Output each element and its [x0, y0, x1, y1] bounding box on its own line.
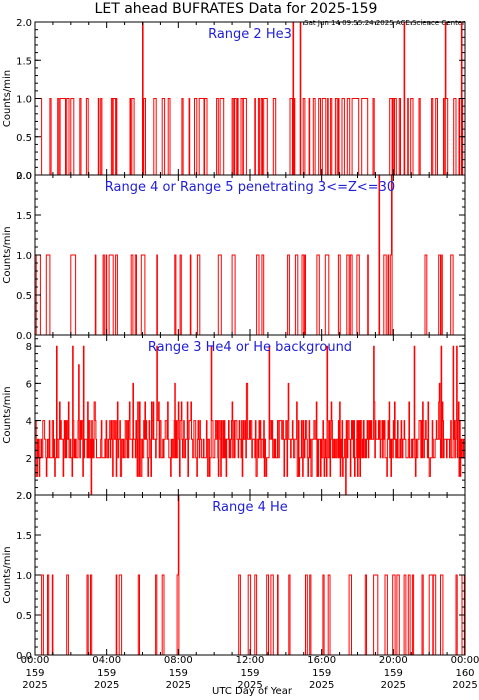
x-axis-ticks: 00:00159202504:00159202508:00159202512:0… [21, 655, 479, 691]
panel-label-2: Range 4 or Range 5 penetrating 3<=Z<=30 [105, 180, 395, 195]
y-tick-label: 0 [26, 491, 32, 502]
y-tick-label: 0.0 [16, 171, 32, 182]
data-series-3 [35, 345, 465, 496]
x-tick-label-year: 2025 [166, 680, 191, 691]
y-tick-label: 4 [26, 417, 32, 428]
plot-frame-3 [34, 334, 466, 496]
y-tick-label: 2.0 [16, 171, 32, 182]
y-tick-label: 0.5 [16, 611, 32, 622]
panel-4: 0.0 0.5 1.0 1.5 2.0 Counts/min Range 4 He [2, 491, 466, 662]
x-tick-label-doy: 159 [25, 668, 44, 679]
panel-label-1: Range 2 He3 [208, 27, 292, 42]
x-tick-label-time: 04:00 [92, 655, 121, 666]
y-tick-label: 1.5 [16, 211, 32, 222]
y-tick-label: 6 [26, 379, 32, 390]
panel-1: 0.0 0.5 1.0 1.5 2.0 Counts/min Range 2 He3 [2, 18, 466, 182]
data-series-1 [35, 21, 465, 176]
y-axis-label-3: Counts/min [2, 386, 13, 443]
x-tick-label-time: 20:00 [379, 655, 408, 666]
y-axis-label-4: Counts/min [2, 546, 13, 603]
y-tick-label: 1.5 [16, 531, 32, 542]
x-tick-label-year: 2025 [452, 680, 477, 691]
y-tick-label: 0.0 [16, 651, 32, 662]
data-series-2 [35, 174, 465, 336]
x-tick-label-doy: 159 [169, 668, 188, 679]
timestamp: Sat Jun 14 09:55:24 2025 ACE Science Cen… [304, 19, 465, 27]
y-tick-label: 1.0 [16, 251, 32, 262]
x-tick-label-year: 2025 [381, 680, 406, 691]
plot-frame-2 [34, 174, 466, 336]
x-tick-label-time: 12:00 [236, 655, 265, 666]
y-tick-label: 0.5 [16, 133, 32, 144]
y-tick-label: 0.0 [16, 331, 32, 342]
x-tick-label-year: 2025 [309, 680, 334, 691]
x-tick-label-time: 08:00 [164, 655, 193, 666]
x-tick-label-time: 16:00 [307, 655, 336, 666]
y-tick-label: 1.0 [16, 95, 32, 106]
x-tick-label-year: 2025 [94, 680, 119, 691]
x-tick-label-time: 00:00 [451, 655, 479, 666]
y-axis-label-2: Counts/min [2, 226, 13, 283]
data-series-4 [35, 494, 465, 656]
x-axis-label: UTC Day of Year [212, 686, 293, 697]
x-tick-label-doy: 159 [312, 668, 331, 679]
panel-label-4: Range 4 He [212, 500, 288, 515]
y-tick-label: 8 [26, 342, 32, 353]
x-tick-label-year: 2025 [237, 680, 262, 691]
y-tick-label: 2 [26, 454, 32, 465]
y-tick-label: 2.0 [16, 491, 32, 502]
x-tick-label-doy: 159 [97, 668, 116, 679]
x-tick-label-doy: 159 [384, 668, 403, 679]
x-tick-label-year: 2025 [22, 680, 47, 691]
panel-label-3: Range 3 He4 or He background [148, 340, 352, 355]
x-tick-label-doy: 160 [455, 668, 474, 679]
chart-title: LET ahead BUFRATES Data for 2025-159 [95, 1, 378, 17]
panel-3: 0 2 4 6 8 Counts/min Range 3 He4 or He backgro… [2, 334, 466, 502]
y-tick-label: 0.5 [16, 291, 32, 302]
panel-2: 0.0 0.5 1.0 1.5 2.0 Counts/min Range 4 or Rang… [2, 171, 466, 342]
y-tick-label: 2.0 [16, 18, 32, 29]
x-tick-label-doy: 159 [240, 668, 259, 679]
y-axis-label-1: Counts/min [2, 70, 13, 127]
x-tick-label-time: 00:00 [21, 655, 50, 666]
y-tick-label: 1.5 [16, 56, 32, 67]
y-tick-label: 1.0 [16, 571, 32, 582]
